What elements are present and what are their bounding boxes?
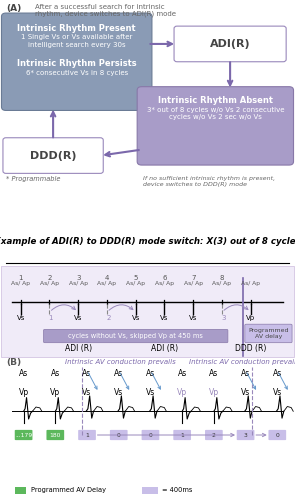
- Text: Vs: Vs: [160, 316, 169, 322]
- FancyBboxPatch shape: [142, 430, 159, 440]
- FancyBboxPatch shape: [174, 26, 286, 62]
- Text: Vp: Vp: [19, 388, 29, 398]
- Text: As: As: [19, 370, 28, 378]
- Text: Vp: Vp: [50, 388, 60, 398]
- Text: Programmed
AV delay: Programmed AV delay: [248, 328, 289, 339]
- Text: 2: 2: [106, 316, 111, 322]
- Text: (B): (B): [6, 358, 21, 368]
- Text: ADI (R): ADI (R): [65, 344, 92, 353]
- Text: As/ Ap: As/ Ap: [184, 282, 203, 286]
- FancyBboxPatch shape: [3, 138, 103, 173]
- Text: Intrinsic Rhythm Persists: Intrinsic Rhythm Persists: [17, 60, 137, 68]
- Text: Vs: Vs: [82, 388, 92, 398]
- FancyBboxPatch shape: [15, 430, 32, 440]
- Text: 1: 1: [85, 432, 89, 438]
- Text: As: As: [178, 370, 187, 378]
- FancyBboxPatch shape: [137, 86, 294, 165]
- FancyBboxPatch shape: [44, 330, 228, 342]
- Text: Vp: Vp: [177, 388, 187, 398]
- FancyBboxPatch shape: [142, 487, 158, 494]
- Text: 3: 3: [76, 274, 81, 280]
- Text: 2: 2: [212, 432, 216, 438]
- Text: DDD (R): DDD (R): [235, 344, 266, 353]
- Text: 1 Single Vs or Vs available after
intelligent search every 30s: 1 Single Vs or Vs available after intell…: [21, 34, 132, 48]
- Text: 6: 6: [162, 274, 167, 280]
- Text: As: As: [114, 370, 123, 378]
- Text: As: As: [209, 370, 219, 378]
- Text: ADI(R): ADI(R): [210, 39, 250, 49]
- Text: 1: 1: [49, 316, 53, 322]
- Text: Vs: Vs: [273, 388, 282, 398]
- Text: As/ Ap: As/ Ap: [155, 282, 174, 286]
- Text: As: As: [51, 370, 60, 378]
- Text: Intrinsic AV conduction prevails: Intrinsic AV conduction prevails: [189, 358, 295, 364]
- Text: = 400ms: = 400ms: [162, 488, 193, 494]
- Text: 6* consecutive Vs in 8 cycles: 6* consecutive Vs in 8 cycles: [26, 70, 128, 76]
- Text: 4: 4: [105, 274, 109, 280]
- Text: 3: 3: [221, 316, 226, 322]
- Text: As: As: [273, 370, 282, 378]
- Text: If no sufficient intrinsic rhythm is present,
device switches to DDD(R) mode: If no sufficient intrinsic rhythm is pre…: [143, 176, 275, 187]
- Text: Intrinsic AV conduction prevails: Intrinsic AV conduction prevails: [65, 358, 176, 364]
- Text: Vs: Vs: [146, 388, 155, 398]
- FancyBboxPatch shape: [205, 430, 223, 440]
- Text: Intrinsic Rhythm Absent: Intrinsic Rhythm Absent: [158, 96, 273, 105]
- Text: ADI (R): ADI (R): [151, 344, 178, 353]
- Text: Vs: Vs: [241, 388, 250, 398]
- Text: Vs: Vs: [114, 388, 123, 398]
- Text: 3: 3: [244, 432, 248, 438]
- Text: Vs: Vs: [189, 316, 197, 322]
- Text: 8: 8: [220, 274, 224, 280]
- Text: As/ Ap: As/ Ap: [212, 282, 232, 286]
- Text: 7: 7: [191, 274, 196, 280]
- FancyBboxPatch shape: [237, 430, 254, 440]
- Text: After a successful search for intrinsic
rhythm, device switches to ADI(R) mode: After a successful search for intrinsic …: [35, 4, 176, 17]
- FancyBboxPatch shape: [47, 430, 64, 440]
- Text: As/ Ap: As/ Ap: [69, 282, 88, 286]
- FancyBboxPatch shape: [268, 430, 286, 440]
- Text: As/ Ap: As/ Ap: [126, 282, 145, 286]
- FancyBboxPatch shape: [78, 430, 96, 440]
- Text: As: As: [241, 370, 250, 378]
- Text: 1: 1: [18, 274, 23, 280]
- Text: 180: 180: [50, 432, 61, 438]
- Text: Vs: Vs: [132, 316, 140, 322]
- Text: As/ Ap: As/ Ap: [97, 282, 117, 286]
- Text: DDD(R): DDD(R): [30, 150, 76, 160]
- Text: Example of ADI(R) to DDD(R) mode switch: X(3) out of 8 cycles: Example of ADI(R) to DDD(R) mode switch:…: [0, 236, 295, 246]
- Text: Vp: Vp: [246, 316, 255, 322]
- FancyBboxPatch shape: [15, 487, 26, 494]
- FancyBboxPatch shape: [1, 13, 152, 110]
- Text: 2: 2: [47, 274, 52, 280]
- Text: As/ Ap: As/ Ap: [241, 282, 260, 286]
- Text: Vs: Vs: [74, 316, 82, 322]
- Text: 0: 0: [276, 432, 279, 438]
- Text: 3* out of 8 cycles w/o Vs 2 consecutive
cycles w/o Vs 2 sec w/o Vs: 3* out of 8 cycles w/o Vs 2 consecutive …: [147, 107, 284, 120]
- FancyBboxPatch shape: [110, 430, 127, 440]
- Text: As: As: [146, 370, 155, 378]
- Text: Vs: Vs: [17, 316, 25, 322]
- Text: Vp: Vp: [209, 388, 219, 398]
- Text: 5: 5: [134, 274, 138, 280]
- Text: Intrinsic Rhythm Present: Intrinsic Rhythm Present: [17, 24, 136, 33]
- Text: 1: 1: [180, 432, 184, 438]
- Text: 0: 0: [149, 432, 152, 438]
- Text: cycles without Vs, skipped Vp at 450 ms: cycles without Vs, skipped Vp at 450 ms: [68, 333, 203, 339]
- Text: * Programmable: * Programmable: [6, 176, 60, 182]
- Text: As/ Ap: As/ Ap: [40, 282, 59, 286]
- Text: 0: 0: [117, 432, 121, 438]
- Text: Programmed AV Delay: Programmed AV Delay: [31, 488, 106, 494]
- FancyBboxPatch shape: [173, 430, 191, 440]
- Text: As/ Ap: As/ Ap: [11, 282, 30, 286]
- Text: ...179: ...179: [15, 432, 32, 438]
- FancyBboxPatch shape: [1, 266, 294, 356]
- Text: As: As: [82, 370, 92, 378]
- Text: (A): (A): [6, 4, 21, 13]
- FancyBboxPatch shape: [245, 324, 292, 342]
